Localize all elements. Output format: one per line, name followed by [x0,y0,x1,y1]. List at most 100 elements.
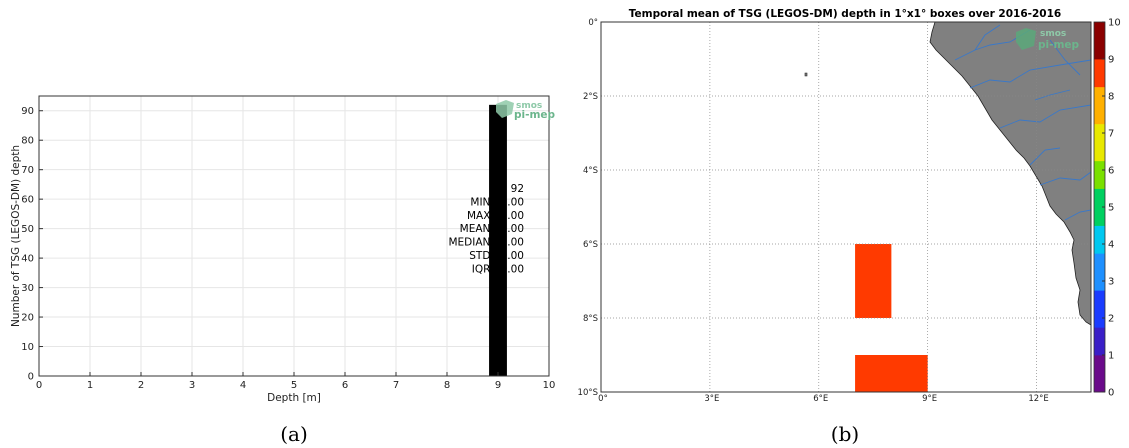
histogram-bars [489,104,507,376]
y-tick-label: 10 [21,342,34,353]
caption-b: (b) [831,422,859,446]
x-tick-label: 5 [291,380,297,391]
colorbar-segment [1094,364,1105,374]
logo-text-line1: smos [1040,29,1066,39]
colorbar-segment [1094,114,1105,125]
colorbar-segment [1094,207,1105,217]
colorbar-segment [1094,234,1105,245]
colorbar-segment [1094,96,1105,106]
colorbar-tick-label: 4 [1108,240,1114,251]
stat-line: MEAN : 9.00 [460,223,524,235]
smos-pimep-logo-a: smos pi-mep [496,100,556,121]
colorbar-tick-label: 2 [1108,314,1114,325]
histogram-ylabel: Number of TSG (LEGOS-DM) depth [10,145,22,327]
histogram-ticks: 0 1 2 3 4 5 6 7 8 9 10 0 10 20 30 40 50 60 70 80 90 [21,106,555,391]
colorbar-tick-label: 3 [1108,277,1114,288]
colorbar-segment [1094,105,1105,115]
colorbar-tick-label: 8 [1108,92,1114,103]
lon-tick-label: 3°E [704,394,719,404]
x-tick-label: 1 [87,380,93,391]
colorbar-segment [1094,271,1105,282]
colorbar-segment [1094,225,1105,236]
x-tick-label: 10 [543,380,556,391]
logo-text-line1: smos [516,101,542,111]
x-tick-label: 7 [393,380,399,391]
lon-tick-label: 0° [598,394,608,404]
histogram-bar [489,104,507,376]
stat-line: # : 92 [492,183,524,195]
colorbar-tick-label: 10 [1108,18,1121,29]
colorbar-segment [1094,373,1105,384]
colorbar-segment [1094,336,1105,347]
lon-tick-label: 12°E [1028,394,1048,404]
colorbar-segment [1094,327,1105,337]
map-cells [855,244,928,392]
x-tick-label: 9 [495,380,501,391]
colorbar-tick-label: 0 [1108,388,1114,399]
logo-mark-icon [496,100,514,118]
colorbar-segment [1094,142,1105,152]
lat-tick-label: 4°S [583,166,598,176]
colorbar-segment [1094,170,1105,180]
map-ticks: 0° 3°E 6°E 9°E 12°E 0° 2°S 4°S 6°S 8°S 10°S [578,18,1049,404]
map-cell [855,244,892,318]
colorbar-segment [1094,355,1105,365]
colorbar-segment [1094,290,1105,300]
x-tick-label: 3 [189,380,195,391]
x-tick-label: 8 [444,380,450,391]
map-frame [600,21,1092,393]
stat-line: MEDIAN : 9.00 [448,237,524,249]
y-tick-label: 30 [21,283,34,294]
y-tick-label: 70 [21,165,34,176]
lon-tick-label: 6°E [813,394,828,404]
y-tick-label: 50 [21,224,34,235]
colorbar: 0 1 2 3 4 5 6 7 8 9 10 [1093,18,1121,399]
colorbar-segment [1094,308,1105,319]
colorbar-segment [1094,31,1105,41]
colorbar-segment [1094,345,1105,356]
colorbar-segment [1094,68,1105,78]
smos-pimep-logo-b: smos pi-mep [1016,28,1080,51]
y-tick-label: 60 [21,195,34,206]
colorbar-tick-label: 7 [1108,129,1114,140]
lat-tick-label: 2°S [583,92,598,102]
logo-text-line2: pi-mep [514,109,556,121]
lat-tick-label: 6°S [583,240,598,250]
stat-line: MAX : 9.00 [467,210,524,222]
x-tick-label: 6 [342,380,348,391]
colorbar-segment [1094,188,1105,199]
land-africa-coast [929,21,1092,326]
colorbar-segment [1094,216,1105,226]
colorbar-tick-label: 5 [1108,203,1114,214]
colorbar-segment [1094,151,1105,162]
map-cell [855,355,928,392]
lat-tick-label: 0° [588,18,598,28]
colorbar-segment [1094,133,1105,143]
y-tick-label: 90 [21,106,34,117]
y-tick-label: 20 [21,313,34,324]
lon-tick-label: 9°E [922,394,937,404]
stat-line: IQR : 0.00 [472,263,524,275]
x-tick-label: 2 [138,380,144,391]
colorbar-segment [1094,253,1105,263]
stat-line: MIN : 9.00 [470,196,524,208]
land-small-island [804,72,808,77]
map-title: Temporal mean of TSG (LEGOS-DM) depth in… [629,8,1061,20]
colorbar-segment [1094,59,1105,69]
colorbar-segment [1094,86,1105,97]
logo-mark-icon [1016,28,1036,50]
lat-tick-label: 10°S [578,388,598,398]
x-tick-label: 0 [36,380,42,391]
colorbar-tick-label: 9 [1108,55,1114,66]
logo-text-line2: pi-mep [1038,39,1080,51]
colorbar-tick-label: 6 [1108,166,1114,177]
colorbar-segment [1094,382,1105,393]
y-tick-label: 0 [28,372,34,383]
y-tick-label: 80 [21,136,34,147]
y-tick-label: 40 [21,254,34,265]
caption-a: (a) [280,422,308,446]
colorbar-segment [1094,179,1105,189]
colorbar-segment [1094,22,1105,32]
